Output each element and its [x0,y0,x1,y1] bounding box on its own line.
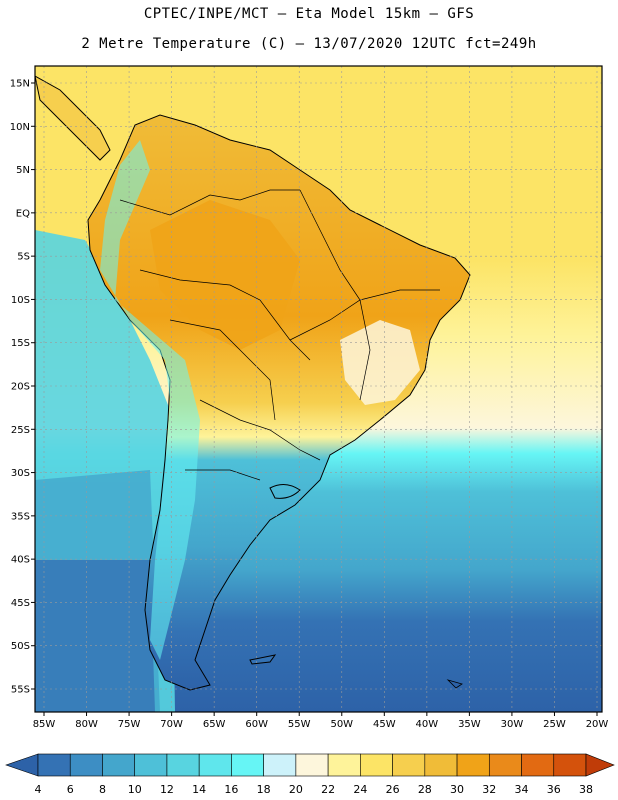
lat-label: 25S [11,425,30,436]
amazon-warm-region [150,200,300,350]
colorbar-swatch [102,753,136,777]
longitude-labels: 85W 80W 75W 70W 65W 60W 55W 50W 45W 40W 35W 30W 25W 2… [33,719,609,730]
title-line-1: CPTEC/INPE/MCT – Eta Model 15km – GFS [143,6,475,22]
lon-label: 85W [33,719,56,730]
colorbar [5,753,615,777]
colorbar-swatch [295,753,329,777]
colorbar-label: 18 [256,783,271,796]
lon-label: 60W [245,719,268,730]
colorbar-label: 8 [98,783,106,796]
colorbar-label: 16 [224,783,239,796]
colorbar-swatch [134,753,168,777]
lat-label: 15N [10,79,30,90]
lat-label: 55S [11,685,30,696]
lat-label: 10N [10,122,30,133]
highlands-cool-region [340,320,420,405]
lat-label: 45S [11,598,30,609]
lon-label: 55W [288,719,311,730]
pacific-coldest-region [35,560,155,712]
central-america-land [35,75,111,161]
colorbar-label: 36 [546,783,561,796]
colorbar-label: 34 [514,783,529,796]
colorbar-swatch [488,753,522,777]
colorbar-swatch [327,753,361,777]
lat-label: 30S [11,468,30,479]
south-georgia-island [446,679,463,689]
colorbar-swatch [69,753,103,777]
lon-label: 75W [118,719,141,730]
colorbar-swatch [553,753,587,777]
lat-label: 35S [11,511,30,522]
lat-label: 20S [11,382,30,393]
colorbar-label: 24 [353,783,368,796]
colorbar-left-arrow [5,753,39,777]
lagoon-outline [269,484,301,499]
colorbar-label: 12 [159,783,174,796]
lon-label: 50W [330,719,353,730]
falkland-islands [249,654,277,665]
lat-label: EQ [16,208,30,219]
colorbar-label: 4 [34,783,42,796]
colorbar-label: 10 [127,783,142,796]
colorbar-swatch [231,753,264,777]
map-frame [34,65,603,713]
lon-label: 20W [586,719,609,730]
colorbar-label: 20 [288,783,303,796]
colorbar-label: 30 [450,783,465,796]
lat-label: 10S [11,295,30,306]
colorbar-swatch [37,753,71,777]
latitude-labels: 15N 10N 5N EQ 5S 10S 15S 20S 25S 30S 35S 40S 45S 50S 5… [10,79,30,696]
colorbar-swatch [456,753,490,777]
colorbar-swatch [166,753,200,777]
lon-label: 30W [501,719,524,730]
lon-label: 40W [416,719,439,730]
lon-label: 45W [373,719,396,730]
colorbar-label: 26 [385,783,400,796]
colorbar-label: 22 [321,783,336,796]
lon-label: 80W [75,719,98,730]
lat-label: 5S [17,252,30,263]
lat-label: 15S [11,338,30,349]
lon-label: 70W [160,719,183,730]
colorbar-right-arrow [585,753,615,777]
country-borders [119,189,440,481]
axis-ticks [31,82,598,716]
colorbar-label: 38 [579,783,593,796]
colorbar-swatch [392,753,426,777]
lon-label: 25W [543,719,566,730]
lat-label: 50S [11,641,30,652]
colorbar-swatch [198,753,232,777]
colorbar-label: 28 [417,783,432,796]
lat-label: 40S [11,555,30,566]
title-line-2: 2 Metre Temperature (C) – 13/07/2020 12U… [81,36,537,52]
colorbar-label: 14 [192,783,207,796]
andes-region [100,140,200,660]
colorbar-swatch [263,753,297,777]
lon-label: 35W [458,719,481,730]
colorbar-label: 32 [482,783,497,796]
lon-label: 65W [203,719,226,730]
lat-label: 5N [16,165,30,176]
colorbar-swatch [521,753,555,777]
colorbar-swatch [360,753,393,777]
colorbar-swatch [424,753,458,777]
colorbar-label: 6 [66,783,74,796]
